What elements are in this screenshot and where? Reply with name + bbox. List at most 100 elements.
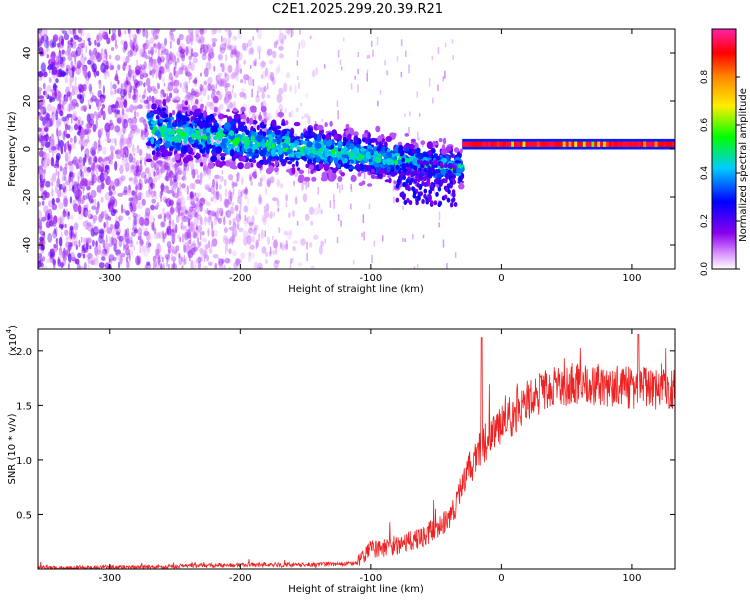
spectrogram-cell (273, 239, 278, 249)
spectrogram-cell (432, 97, 434, 104)
spectrogram-cell (221, 62, 225, 73)
spectrogram-cell (241, 42, 247, 51)
spectrogram-cell (132, 143, 135, 154)
spectrogram-cell (217, 72, 223, 78)
spectrogram-cell (231, 180, 234, 189)
spectrogram-cell (459, 181, 464, 190)
spectrogram-cell (306, 241, 308, 250)
spectrogram-cell (143, 99, 149, 104)
spectrogram-cell (174, 153, 181, 161)
spectrogram-cell (109, 236, 111, 243)
spectrogram-cell (410, 177, 415, 183)
spectrogram-cell (167, 245, 172, 254)
spectrogram-cell (602, 141, 607, 147)
spectrogram-cell (337, 110, 339, 120)
spectrogram-cell (139, 183, 143, 191)
spectrogram-cell (180, 109, 187, 114)
spectrogram-cell (165, 211, 171, 218)
colorbar-tick-label: 0.6 (700, 118, 710, 133)
spectrogram-cell (147, 112, 155, 117)
spectrogram-cell (268, 130, 273, 135)
spectrogram-cell (38, 150, 44, 158)
spectrogram-cell (168, 255, 170, 261)
spectrogram-cell (200, 84, 204, 93)
spectrogram-cell (192, 264, 198, 269)
spectrogram-cell (580, 141, 584, 147)
spectrogram-cell (640, 141, 644, 147)
spectrogram-cell (240, 191, 242, 197)
spectrogram-cell (150, 160, 155, 169)
spectrogram-cell (290, 142, 296, 149)
spectrogram-cell (144, 167, 150, 174)
spectrogram-cell (105, 129, 108, 137)
spectrogram-cell (68, 29, 72, 35)
spectrogram-cell (264, 230, 266, 238)
spectrogram-cell (236, 221, 240, 230)
spectrogram-cell (78, 88, 82, 94)
spectrogram-cell (79, 131, 86, 141)
x-tick-label: 0 (498, 273, 504, 284)
spectrogram-cell (261, 246, 267, 254)
spectrogram-cell (61, 30, 68, 35)
spectrogram-cell (171, 122, 178, 128)
spectrogram-cell (258, 50, 261, 60)
spectrogram-cell (99, 228, 105, 235)
spectrogram-cell (432, 140, 436, 148)
spectrogram-cell (139, 64, 142, 70)
spectrogram-cell (625, 141, 630, 147)
spectrogram-cell (275, 66, 280, 75)
spectrogram-cell (182, 168, 187, 178)
spectrogram-cell (502, 141, 506, 147)
spectrogram-cell (142, 31, 147, 37)
spectrogram-cell (120, 83, 123, 91)
spectrogram-cell (215, 75, 221, 81)
spectrogram-cell (87, 257, 91, 264)
spectrogram-cell (312, 69, 316, 78)
spectrogram-cell (139, 98, 145, 104)
spectrogram-cell (83, 247, 89, 253)
spectrogram-cell (211, 227, 213, 234)
spectrogram-cell (200, 162, 204, 167)
spectrogram-cell (384, 141, 388, 148)
y-tick-label: -20 (22, 189, 33, 205)
spectrogram-cell (176, 190, 182, 196)
spectrogram-cell (199, 220, 204, 227)
spectrogram-cell (146, 243, 151, 254)
spectrogram-cell (67, 40, 70, 49)
spectrogram-cell (123, 186, 128, 194)
spectrogram-cell (128, 216, 131, 221)
spectrogram-cell (348, 127, 353, 134)
spectrogram-cell (169, 146, 174, 152)
colorbar-strip (711, 28, 737, 270)
spectrogram-cell (383, 155, 388, 160)
spectrogram-cell (228, 29, 232, 39)
spectrogram-cell (55, 226, 58, 237)
spectrogram-cell (288, 111, 292, 118)
spectrogram-cell (513, 141, 518, 147)
spectrogram-cell (196, 205, 200, 214)
spectrogram-cell (230, 49, 236, 55)
spectrogram-cell (316, 124, 324, 131)
spectrogram-cell (207, 172, 212, 180)
spectrogram-cell (277, 208, 280, 212)
spectrogram-cell (172, 219, 174, 227)
spectrogram-cell (145, 77, 151, 87)
spectrogram-cell (440, 148, 447, 155)
spectrogram-cell (148, 185, 151, 191)
spectrogram-cell (65, 94, 69, 102)
spectrogram-cell (55, 166, 58, 176)
spectrogram-cell (131, 203, 137, 212)
spectrogram-cell (447, 169, 452, 175)
spectrogram-cell (191, 170, 193, 175)
spectrogram-cell (69, 230, 71, 238)
spectrogram-cell (240, 125, 245, 132)
spectrogram-cell (240, 87, 246, 93)
spectrogram-cell (64, 180, 71, 186)
spectrogram-cell (135, 111, 140, 118)
spectrogram-cell (430, 183, 434, 189)
spectrogram-cell (60, 146, 64, 155)
spectrogram-cell (245, 231, 250, 239)
spectrogram-cell (67, 52, 73, 62)
spectrogram-cell (454, 160, 461, 164)
